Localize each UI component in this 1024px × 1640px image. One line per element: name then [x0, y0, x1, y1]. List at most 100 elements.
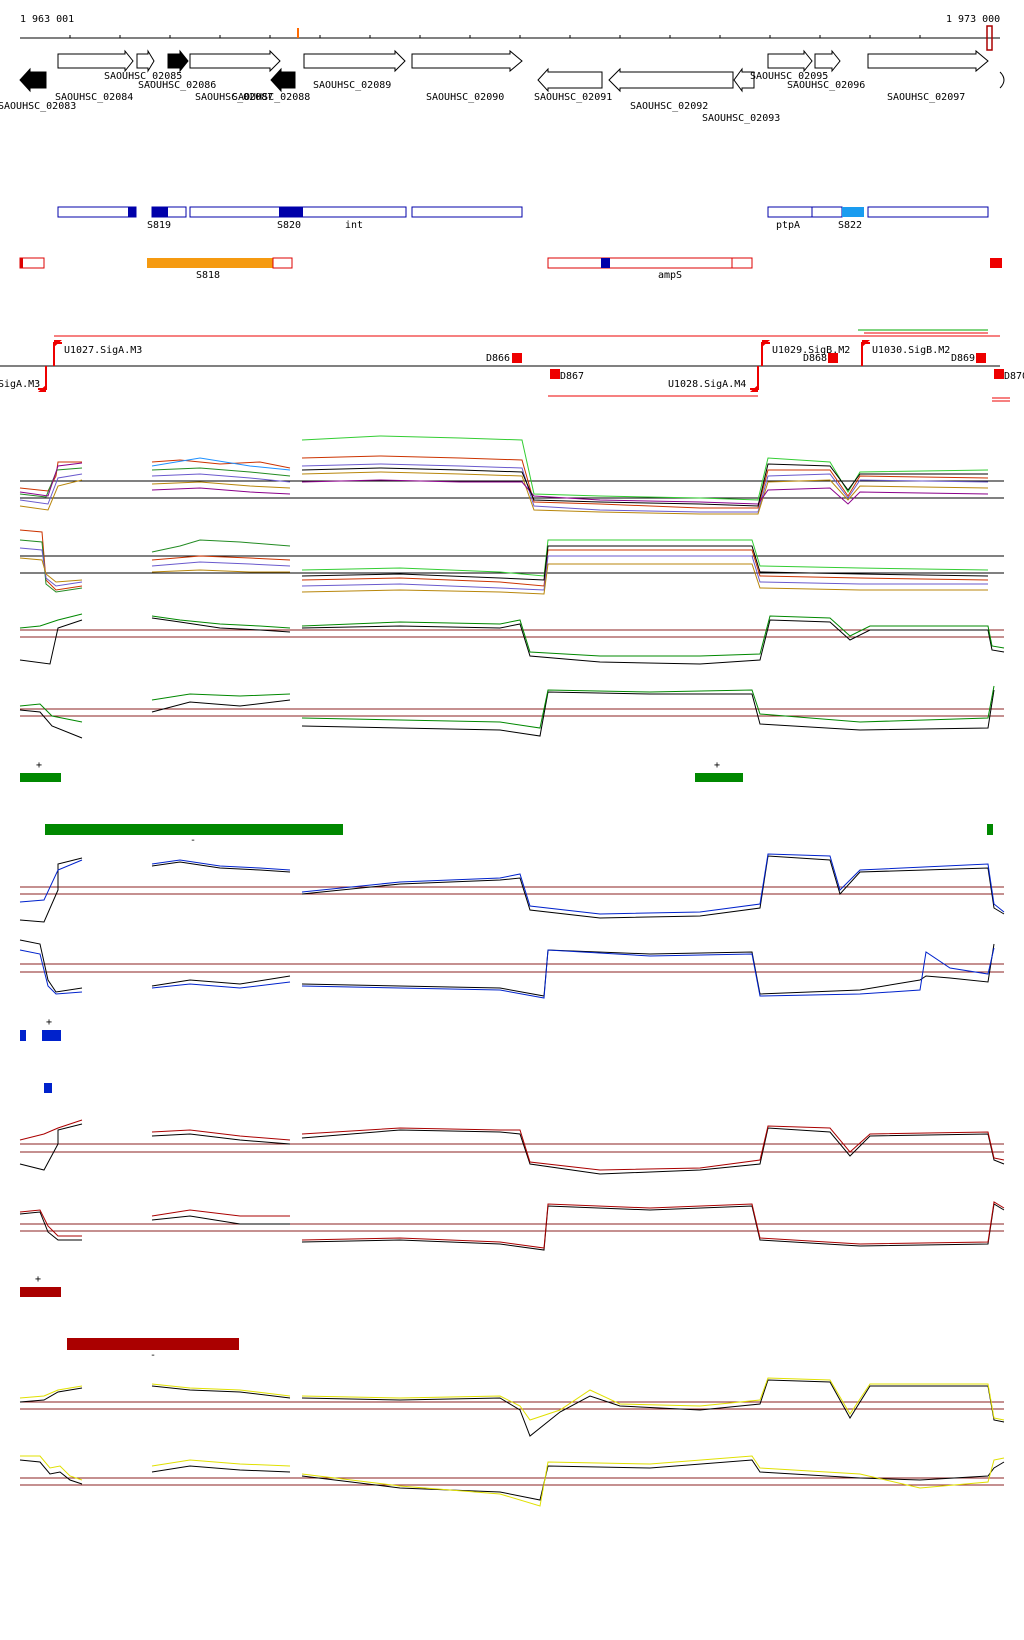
reverse-annotation-track: S818 ampS [19, 257, 1002, 281]
gene-arrow[interactable] [411, 49, 523, 73]
annotation-S818-tail[interactable] [272, 257, 293, 269]
promoter-arrow[interactable] [861, 342, 870, 366]
annotation-block[interactable] [731, 257, 753, 269]
ruler-end-label: 1 973 000 [946, 14, 1000, 25]
gene-arrow[interactable] [136, 49, 155, 73]
annotation-block[interactable] [811, 206, 843, 218]
gene-label-02091[interactable]: SAOUHSC_02091 [534, 92, 612, 103]
annotation-label-int: int [345, 220, 363, 231]
gene-label-02093[interactable]: SAOUHSC_02093 [702, 113, 780, 124]
unit-label-D866[interactable]: D866 [486, 353, 510, 364]
annotation-ptpA[interactable] [767, 206, 813, 218]
unit-label-U1029[interactable]: U1029.SigB.M2 [772, 345, 850, 356]
segment-plus-mark: + [46, 1017, 52, 1028]
expression-panel-blue-reverse [19, 939, 1004, 999]
expression-panel-green-forward [19, 613, 1005, 665]
gene-label-02090[interactable]: SAOUHSC_02090 [426, 92, 504, 103]
annotation-label-ptpA: ptpA [776, 220, 800, 231]
terminator-D869[interactable] [976, 353, 986, 363]
gene-arrow[interactable] [189, 49, 281, 73]
forward-annotation-track: S819 S820 int ptpA S822 [57, 206, 989, 231]
gene-label-02092[interactable]: SAOUHSC_02092 [630, 101, 708, 112]
terminator-D866[interactable] [512, 353, 522, 363]
gene-track [19, 49, 1005, 93]
gene-label-02089[interactable]: SAOUHSC_02089 [313, 80, 391, 91]
annotation-block[interactable] [57, 206, 137, 218]
unit-label-U1028[interactable]: U1028.SigA.M4 [668, 379, 746, 390]
unit-label-D869[interactable]: D869 [951, 353, 975, 364]
segment-bar-blue[interactable] [42, 1030, 61, 1041]
segment-bar-green[interactable] [20, 773, 61, 782]
gene-arrow[interactable] [57, 49, 134, 73]
annotation-block[interactable] [19, 257, 45, 269]
segment-bar-green[interactable] [45, 824, 343, 835]
ruler-end-marker [986, 25, 993, 51]
annotation-S822[interactable] [842, 207, 864, 217]
segment-plus-mark: + [36, 760, 42, 771]
unit-label-U1027[interactable]: U1027.SigA.M3 [64, 345, 142, 356]
gene-arrow[interactable] [867, 49, 989, 73]
annotation-label-S818: S818 [196, 270, 220, 281]
unit-label-SigA-M3[interactable]: SigA.M3 [0, 379, 40, 390]
segment-bar-green[interactable] [987, 824, 993, 835]
annotation-S820-core[interactable] [279, 207, 303, 217]
annotation-S818[interactable] [147, 258, 273, 268]
expression-panel-multi-forward [19, 435, 1004, 515]
gene-label-02085[interactable]: SAOUHSC_02085 [104, 71, 182, 82]
annotation-label-ampS: ampS [658, 270, 682, 281]
gene-arrow[interactable] [303, 49, 406, 73]
gene-label-02097[interactable]: SAOUHSC_02097 [887, 92, 965, 103]
terminator-D870[interactable] [994, 369, 1004, 379]
promoter-arrow[interactable] [53, 342, 62, 366]
expression-panel-red-forward [19, 1119, 1005, 1175]
gene-labels: SAOUHSC_02084 SAOUHSC_02085 SAOUHSC_0208… [0, 71, 965, 124]
expression-panel-red-reverse [19, 1201, 1005, 1251]
unit-label-D870[interactable]: D870 [1004, 371, 1024, 382]
transcription-unit-track: U1027.SigA.M3 D866 U1029.SigB.M2 D868 U1… [0, 329, 1024, 402]
gene-arrow[interactable] [767, 49, 813, 73]
annotation-block[interactable] [20, 258, 23, 268]
gene-label-02084[interactable]: SAOUHSC_02084 [55, 92, 133, 103]
gene-label-02096[interactable]: SAOUHSC_02096 [787, 80, 865, 91]
promoter-arrow-reverse[interactable] [750, 366, 759, 390]
gene-arrow-reverse[interactable] [733, 67, 755, 93]
segment-bar-blue[interactable] [20, 1030, 26, 1041]
gene-arrow-reverse[interactable] [537, 67, 603, 93]
promoter-arrow[interactable] [761, 342, 770, 366]
annotation-ampS-core[interactable] [601, 258, 610, 268]
ruler-start-label: 1 963 001 [20, 14, 74, 25]
gene-label-02087[interactable]: SAOUHSC_02087 [195, 92, 273, 103]
gene-arrow-reverse-filled[interactable] [19, 67, 47, 93]
segment-bar-red[interactable] [67, 1338, 239, 1350]
segment-bar-green[interactable] [695, 773, 743, 782]
annotation-block[interactable] [867, 206, 989, 218]
annotation-block[interactable] [411, 206, 523, 218]
gene-label-02095[interactable]: SAOUHSC_02095 [750, 71, 828, 82]
expression-panel-yellow-forward [19, 1377, 1005, 1437]
annotation-block[interactable] [990, 258, 1002, 268]
expression-panel-yellow-reverse [19, 1455, 1005, 1507]
unit-label-D868[interactable]: D868 [803, 353, 827, 364]
gene-label-02088[interactable]: SAOUHSC_02088 [232, 92, 310, 103]
gene-label-02083[interactable]: SAOUHSC_02083 [0, 101, 76, 112]
terminator-D868[interactable] [828, 353, 838, 363]
annotation-block[interactable] [128, 207, 136, 217]
expression-panel-multi-reverse [19, 529, 1004, 595]
gene-arrow-reverse[interactable] [608, 67, 734, 93]
segment-track-blue: + [20, 1017, 61, 1093]
segment-track-red: + - [20, 1274, 239, 1361]
annotation-ampS[interactable] [547, 257, 733, 269]
terminator-D867[interactable] [550, 369, 560, 379]
gene-arrow[interactable] [814, 49, 841, 73]
gene-arrow-filled[interactable] [167, 49, 189, 73]
segment-bar-red[interactable] [20, 1287, 61, 1297]
annotation-label-S819: S819 [147, 220, 171, 231]
unit-label-D867[interactable]: D867 [560, 371, 584, 382]
gene-arrow-reverse-filled[interactable] [270, 67, 296, 93]
segment-bar-blue[interactable] [44, 1083, 52, 1093]
unit-label-U1030[interactable]: U1030.SigB.M2 [872, 345, 950, 356]
annotation-S819-core[interactable] [152, 207, 168, 217]
position-ruler: 1 963 001 1 973 000 [20, 14, 1000, 51]
gene-label-02086[interactable]: SAOUHSC_02086 [138, 80, 216, 91]
